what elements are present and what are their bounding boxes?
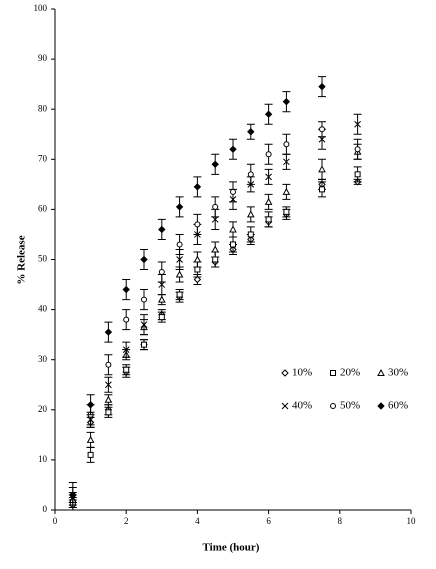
point [265, 216, 272, 223]
point [123, 316, 130, 323]
x-tick-label: 0 [53, 516, 58, 526]
point [158, 225, 166, 234]
point [158, 314, 165, 321]
y-tick-label: 100 [34, 3, 48, 13]
point [318, 165, 326, 173]
y-tick-label: 90 [38, 53, 48, 63]
point [105, 361, 112, 368]
x-tick-label: 2 [124, 516, 129, 526]
point [265, 151, 272, 158]
point [282, 187, 291, 195]
legend-label: 20% [340, 367, 360, 379]
point [122, 285, 130, 294]
point [230, 241, 236, 248]
legend-marker [281, 402, 289, 410]
point [283, 141, 290, 148]
point [193, 183, 202, 191]
legend-marker [377, 402, 385, 410]
point [140, 321, 148, 328]
point [141, 341, 147, 348]
point [211, 245, 220, 253]
point [176, 241, 183, 248]
point [283, 208, 290, 215]
y-tick-label: 10 [38, 454, 48, 464]
point [264, 197, 273, 205]
point [104, 328, 113, 336]
y-tick-label: 30 [38, 354, 48, 364]
y-tick-label: 70 [38, 153, 48, 163]
legend-marker [330, 403, 336, 409]
x-tick-label: 8 [338, 516, 343, 526]
x-tick-label: 10 [407, 516, 417, 526]
point [212, 203, 219, 210]
point [283, 158, 290, 166]
point [246, 210, 255, 218]
point [157, 295, 166, 303]
y-axis-label: % Release [16, 235, 28, 284]
point [319, 186, 325, 193]
point [122, 346, 130, 354]
point [354, 146, 361, 153]
point [69, 491, 77, 499]
point [247, 171, 254, 178]
point [123, 366, 130, 373]
legend-label: 10% [292, 367, 312, 379]
legend-label: 60% [388, 400, 408, 412]
point [354, 171, 361, 178]
point [319, 126, 325, 133]
y-tick-label: 60 [38, 203, 48, 213]
point [211, 216, 219, 223]
legend-label: 40% [292, 400, 312, 412]
point [282, 97, 291, 106]
point [193, 255, 202, 263]
y-tick-label: 80 [38, 103, 48, 113]
point [104, 395, 113, 403]
point [141, 296, 147, 303]
point [140, 255, 148, 264]
point [176, 291, 183, 298]
point [229, 145, 237, 153]
point [86, 401, 95, 409]
point [105, 381, 112, 389]
point [158, 269, 165, 276]
point [265, 173, 272, 181]
point [193, 275, 202, 284]
point [86, 435, 95, 443]
point [318, 82, 326, 91]
point [247, 231, 254, 238]
point [158, 281, 166, 288]
x-tick-label: 4 [195, 516, 200, 526]
point [175, 270, 184, 278]
legend-label: 30% [388, 367, 408, 379]
point [212, 256, 219, 263]
point [176, 256, 183, 263]
point [247, 128, 255, 136]
point [194, 266, 201, 273]
y-tick-label: 40 [38, 304, 48, 314]
y-tick-label: 50 [38, 254, 48, 264]
point [229, 225, 237, 233]
legend-label: 50% [340, 400, 360, 412]
legend-marker [330, 370, 336, 376]
point [175, 203, 184, 211]
point [105, 409, 112, 416]
y-tick-label: 20 [38, 404, 48, 414]
point [318, 135, 326, 143]
point [194, 221, 201, 228]
point [87, 451, 94, 458]
x-tick-label: 6 [266, 516, 271, 526]
point [354, 120, 361, 128]
legend-marker [377, 368, 385, 376]
point [264, 110, 273, 118]
point [230, 188, 236, 195]
y-tick-label: 0 [43, 504, 48, 514]
legend-marker [281, 369, 289, 377]
point [211, 160, 219, 169]
x-axis-label: Time (hour) [203, 542, 260, 554]
